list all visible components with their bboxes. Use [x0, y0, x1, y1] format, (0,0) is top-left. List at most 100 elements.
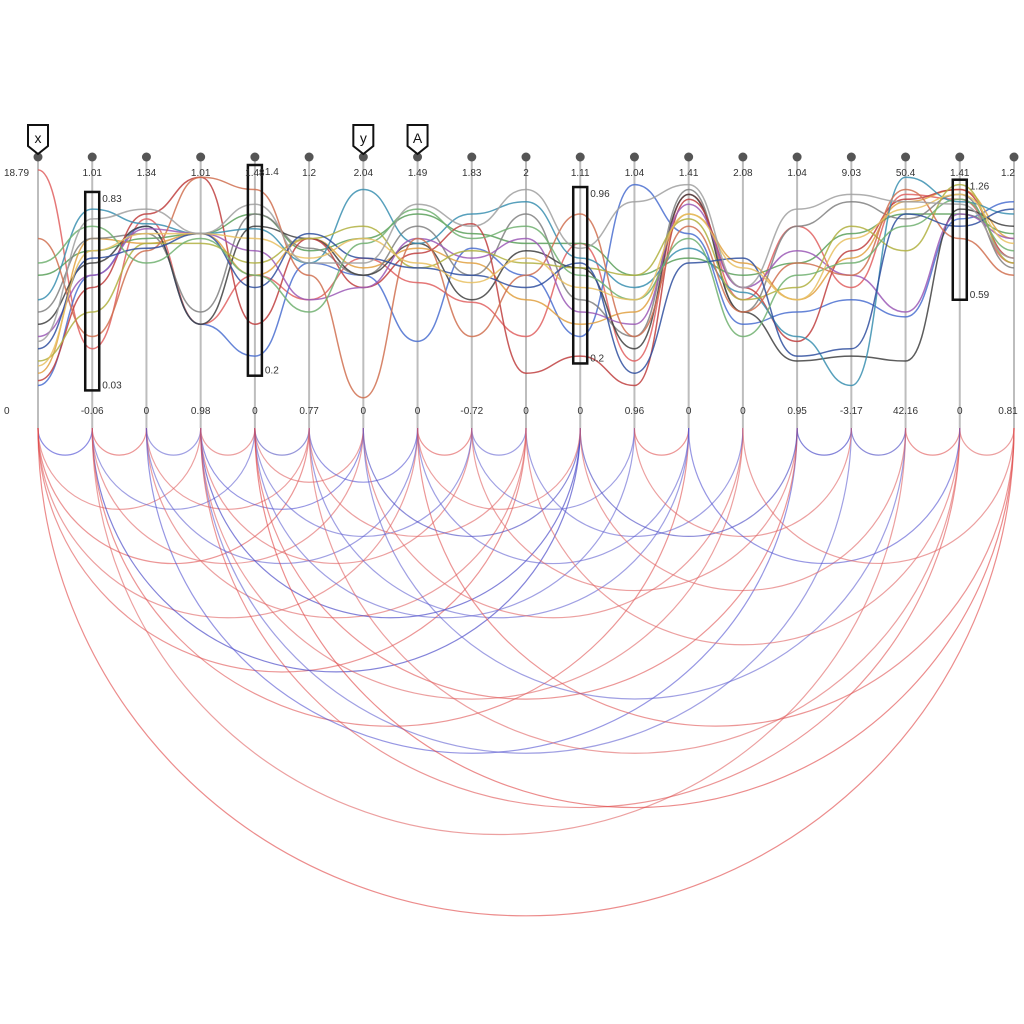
- axis-top-label-6: 2.04: [354, 168, 374, 179]
- axis-bottom-label-5: 0.77: [299, 406, 319, 417]
- axis-handle-6: [358, 152, 368, 162]
- arc-48: [471, 427, 798, 591]
- axis-handle-2: [141, 152, 151, 162]
- arc-0: [37, 427, 93, 456]
- axis-top-label-9: 2: [523, 168, 529, 179]
- axis-bottom-label-1: -0.06: [81, 406, 104, 417]
- brush-3: [951, 178, 969, 301]
- marker-1: [352, 124, 375, 156]
- axis-bottom-label-12: 0: [686, 406, 692, 417]
- arc-14: [37, 427, 419, 619]
- axis-top-label-14: 1.04: [787, 168, 807, 179]
- axis-handle-11: [629, 152, 639, 162]
- arc-5: [416, 427, 473, 456]
- axis-bottom-label-14: 0.95: [787, 406, 807, 417]
- polyline-4: [37, 188, 1015, 338]
- axis-handle-9: [521, 152, 531, 162]
- marker-0: [27, 124, 49, 156]
- arc-50: [525, 427, 961, 646]
- marker-2: [406, 124, 429, 156]
- arc-9: [850, 427, 907, 456]
- axis-bottom-label-7: 0: [415, 406, 421, 417]
- polyline-0: [37, 169, 1015, 362]
- axis-top-label-17: 1.41: [950, 168, 970, 179]
- arc-54: [688, 427, 961, 564]
- brush-hi-label-1: 1.4: [265, 167, 279, 178]
- brush-lo-label-0: 0.03: [102, 380, 122, 391]
- marker-label-0: x: [35, 130, 42, 146]
- axis-layer: [33, 152, 1019, 428]
- brush-lo-label-3: 0.59: [970, 290, 990, 301]
- polyline-9: [37, 183, 1015, 362]
- axis-top-label-16: 50.4: [896, 168, 916, 179]
- axis-handle-0: [33, 152, 43, 162]
- arc-37: [308, 427, 419, 483]
- axis-bottom-label-17: 0: [957, 406, 963, 417]
- axis-top-label-15: 9.03: [842, 168, 862, 179]
- axis-top-label-3: 1.01: [191, 168, 211, 179]
- axis-handle-13: [738, 152, 748, 162]
- axis-handle-16: [901, 152, 911, 162]
- axis-top-label-0: 18.79: [4, 168, 29, 179]
- brush-lo-label-2: 0.2: [590, 353, 604, 364]
- arc-15: [37, 427, 527, 673]
- arc-20: [91, 427, 690, 727]
- arc-47: [471, 427, 636, 510]
- arc-7: [633, 427, 690, 456]
- axis-top-label-1: 1.01: [82, 168, 102, 179]
- arc-3: [200, 427, 256, 456]
- arc-52: [579, 427, 907, 592]
- polyline-10: [37, 176, 1015, 399]
- arc-16: [37, 427, 1015, 917]
- axis-top-label-10: 1.11: [571, 168, 590, 179]
- axis-top-label-11: 1.04: [625, 168, 645, 179]
- arc-1: [91, 427, 148, 456]
- axis-bottom-label-4: 0: [252, 406, 258, 417]
- arc-19: [91, 427, 581, 673]
- axis-top-label-18: 1.2: [1001, 168, 1015, 179]
- arc-27: [200, 427, 473, 564]
- axis-bottom-label-0: 0: [4, 406, 10, 417]
- arc-21: [91, 427, 907, 835]
- axis-bottom-label-3: 0.98: [191, 406, 211, 417]
- arc-35: [254, 427, 798, 700]
- axis-bottom-label-9: 0: [523, 406, 529, 417]
- arc-25: [145, 427, 798, 754]
- axis-bottom-label-6: 0: [361, 406, 367, 417]
- arc-38: [308, 427, 527, 538]
- brush-hi-label-0: 0.83: [102, 194, 122, 205]
- axis-handle-12: [684, 152, 694, 162]
- axis-handle-18: [1009, 152, 1019, 162]
- marker-label-1: y: [360, 130, 367, 146]
- arc-4: [254, 427, 310, 456]
- arc-23: [145, 427, 419, 565]
- arc-51: [579, 427, 798, 538]
- marker-label-2: A: [413, 130, 423, 146]
- arc-10: [904, 427, 961, 456]
- axis-handle-14: [792, 152, 802, 162]
- axis-bottom-label-18: 0.81: [998, 406, 1018, 417]
- axis-top-label-13: 2.08: [733, 168, 753, 179]
- brush-1: [246, 163, 264, 377]
- axis-bottom-label-15: -3.17: [840, 406, 863, 417]
- arc-34: [254, 427, 636, 618]
- arc-11: [959, 427, 1015, 456]
- polyline-14: [37, 183, 1015, 343]
- axis-label-layer: 18.79 0 1.01 -0.06 1.34 0 1.01 0.98 1.48 0 1.2 0.77…: [4, 168, 1018, 417]
- arc-6: [471, 427, 527, 456]
- brush-2: [571, 185, 589, 365]
- arc-8: [796, 427, 852, 456]
- axis-handle-10: [575, 152, 585, 162]
- axis-bottom-label-10: 0: [577, 406, 583, 417]
- brush-hi-label-2: 0.96: [590, 189, 610, 200]
- arc-32: [254, 427, 364, 483]
- brush-layer: 0.83 0.03 1.4 0.2 0.96 0.2 1.26 0.59: [83, 163, 990, 392]
- arc-diagram: [37, 427, 1015, 917]
- polyline-5: [37, 193, 1015, 362]
- arc-30: [200, 427, 852, 754]
- arc-24: [145, 427, 527, 619]
- axis-bottom-label-8: -0.72: [460, 406, 483, 417]
